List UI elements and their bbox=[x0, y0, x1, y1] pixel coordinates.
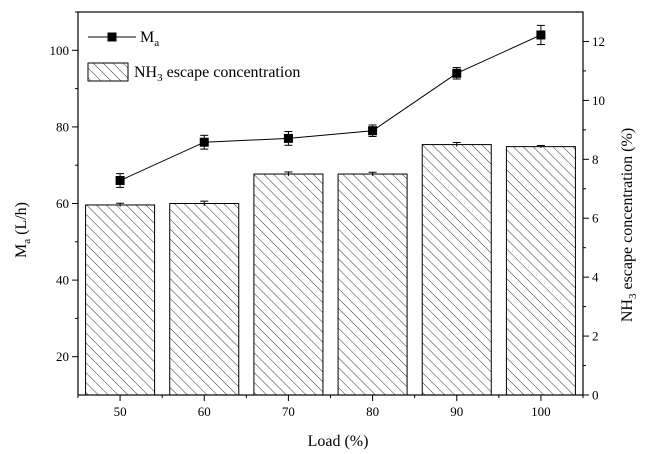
series-line-ma bbox=[119, 34, 542, 181]
point-80 bbox=[368, 126, 378, 136]
y-axis-title-right-rest: escape concentration (%) bbox=[619, 128, 636, 294]
legend-marker-ma bbox=[107, 32, 117, 42]
x-axis-title: Load (%) bbox=[308, 433, 369, 450]
legend-label-ma-sub: a bbox=[154, 37, 159, 49]
y-left-tick-label-40: 40 bbox=[56, 273, 69, 288]
y-axis-title-right: NH3 escape concentration (%) bbox=[619, 128, 639, 322]
y-right-tick-label-6: 6 bbox=[592, 211, 599, 226]
legend-label-nh3-rest: escape concentration bbox=[163, 64, 301, 81]
y-left-tick-label-20: 20 bbox=[56, 349, 69, 364]
y-right-tick-label-10: 10 bbox=[592, 93, 605, 108]
legend: Ma NH3 escape concentration bbox=[87, 29, 300, 84]
legend-label-nh3: NH3 escape concentration bbox=[134, 64, 300, 84]
y-axis-title-left-main: M bbox=[13, 244, 30, 258]
point-90 bbox=[452, 68, 462, 78]
x-tick-label-50: 50 bbox=[114, 404, 127, 419]
y-axis-title-right-sub: 3 bbox=[627, 293, 639, 299]
bar-80 bbox=[337, 173, 408, 396]
point-60 bbox=[199, 137, 209, 147]
y-right-tick-label-4: 4 bbox=[592, 270, 599, 285]
x-tick-label-60: 60 bbox=[198, 404, 211, 419]
y-right-tick-label-2: 2 bbox=[592, 329, 599, 344]
y-right-tick-label-12: 12 bbox=[592, 34, 605, 49]
bar-90 bbox=[421, 144, 492, 396]
bar-60 bbox=[169, 203, 240, 396]
point-50 bbox=[115, 176, 125, 186]
point-100 bbox=[536, 30, 546, 40]
y-axis-title-left-sub: a bbox=[21, 239, 33, 244]
y-left-tick-label-80: 80 bbox=[56, 119, 69, 134]
y-left-tick-label-60: 60 bbox=[56, 196, 69, 211]
legend-label-nh3-main: NH bbox=[134, 64, 158, 81]
legend-label-ma: Ma bbox=[140, 29, 159, 49]
x-tick-label-70: 70 bbox=[282, 404, 295, 419]
x-tick-label-100: 100 bbox=[531, 404, 551, 419]
y-axis-title-left-rest: (L/h) bbox=[13, 202, 30, 239]
y-axis-title-left: Ma (L/h) bbox=[13, 202, 33, 258]
ticks-layer: 20 40 60 80 100 0 2 4 6 8 10 12 50 60 70 80 90 100 bbox=[50, 11, 605, 419]
y-left-tick-label-100: 100 bbox=[50, 43, 70, 58]
y-right-tick-label-8: 8 bbox=[592, 152, 599, 167]
legend-swatch-nh3 bbox=[87, 62, 129, 82]
bars-layer bbox=[85, 142, 576, 396]
y-axis-title-right-main: NH bbox=[619, 299, 636, 323]
point-70 bbox=[283, 133, 293, 143]
x-tick-label-80: 80 bbox=[366, 404, 379, 419]
bar-50 bbox=[85, 204, 156, 396]
legend-label-ma-main: M bbox=[140, 29, 154, 46]
bar-70 bbox=[253, 173, 324, 396]
y-right-tick-label-0: 0 bbox=[592, 388, 599, 403]
line-layer bbox=[115, 24, 546, 188]
bar-100 bbox=[505, 146, 576, 396]
x-tick-label-90: 90 bbox=[450, 404, 463, 419]
legend-label-nh3-sub: 3 bbox=[157, 72, 163, 84]
